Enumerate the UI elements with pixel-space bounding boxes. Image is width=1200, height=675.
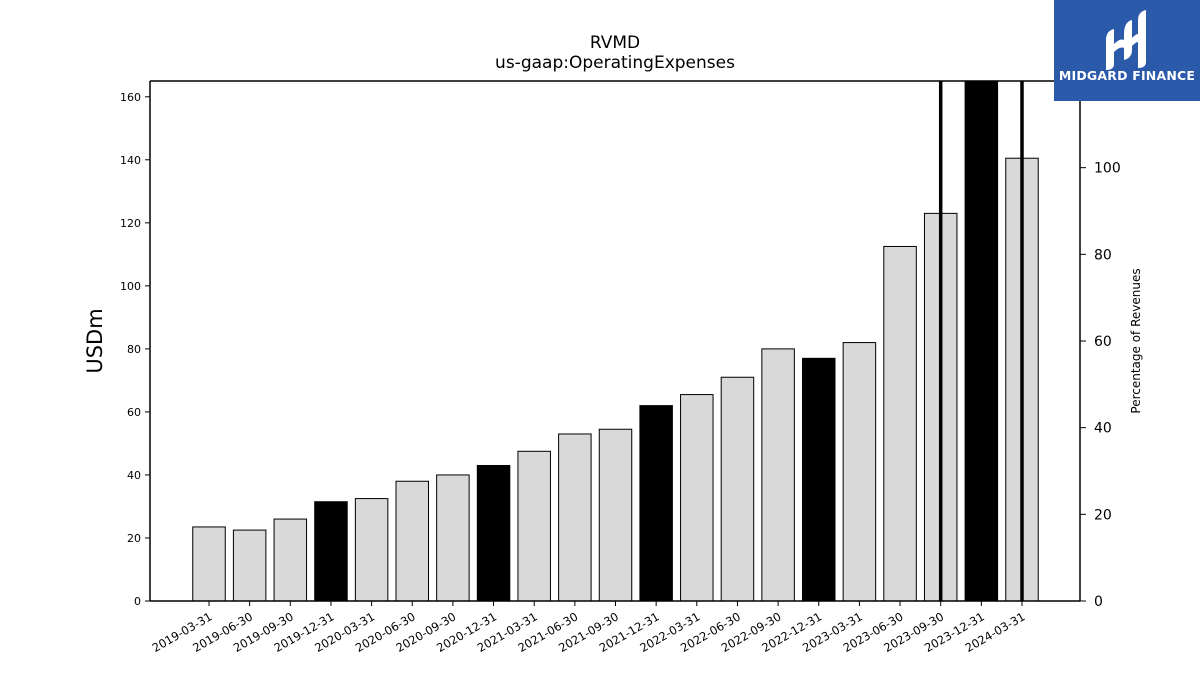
y2-tick-label: 0 <box>1094 594 1103 610</box>
y-tick-label: 160 <box>120 91 141 104</box>
y2-tick-label: 60 <box>1094 334 1112 350</box>
y-tick-label: 80 <box>127 343 141 356</box>
chart-title: RVMD <box>590 33 640 53</box>
bar <box>883 245 917 602</box>
bar <box>680 394 714 602</box>
y-tick-label: 60 <box>127 406 141 419</box>
y-tick-label: 140 <box>120 154 141 167</box>
y-tick-label: 100 <box>120 280 141 293</box>
y-tick-label: 0 <box>134 595 141 608</box>
plot-area: 0204060801001201401600204060801002019-03… <box>120 80 1121 655</box>
y-tick-label: 120 <box>120 217 141 230</box>
chart-subtitle: us-gaap:OperatingExpenses <box>495 53 735 73</box>
y2-tick-label: 80 <box>1094 247 1112 263</box>
midgard-finance-logo: MIDGARD FINANCE <box>1054 0 1200 101</box>
bar <box>517 450 551 602</box>
bar <box>314 501 348 602</box>
bar <box>354 498 389 602</box>
bar <box>232 529 267 602</box>
bar <box>558 433 592 602</box>
bar <box>720 376 755 602</box>
bar <box>802 357 836 602</box>
bar <box>476 464 511 602</box>
bar <box>192 526 226 602</box>
bar <box>964 80 999 602</box>
bar <box>761 348 795 602</box>
y-tick-label: 20 <box>127 532 141 545</box>
logo-text: MIDGARD FINANCE <box>1058 68 1196 83</box>
y-axis-label: USDm <box>83 308 107 373</box>
y-tick-label: 40 <box>127 469 141 482</box>
y2-tick-label: 40 <box>1094 421 1112 437</box>
y2-tick-label: 100 <box>1094 161 1121 177</box>
y2-axis-label: Percentage of Revenues <box>1129 268 1143 413</box>
bar <box>598 428 633 602</box>
bar <box>395 480 429 602</box>
midgard-logo-icon <box>1106 10 1146 70</box>
bar <box>842 342 877 602</box>
y2-tick-label: 20 <box>1094 507 1112 523</box>
bar <box>639 405 673 602</box>
bar <box>273 518 308 602</box>
bar <box>436 474 470 602</box>
